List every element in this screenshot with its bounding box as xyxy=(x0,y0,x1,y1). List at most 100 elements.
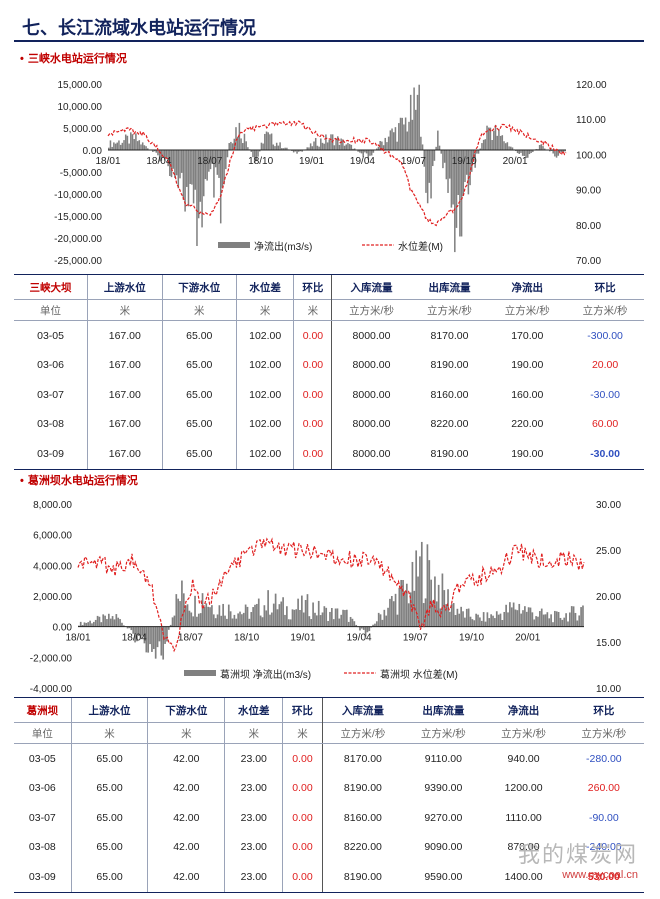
bar xyxy=(269,134,271,150)
bar xyxy=(455,150,458,228)
bar xyxy=(219,150,222,224)
bar xyxy=(416,94,419,150)
bar xyxy=(420,136,422,150)
bar xyxy=(311,146,314,150)
bar xyxy=(259,615,262,627)
bar xyxy=(498,129,500,150)
bar xyxy=(179,601,181,627)
table-cell: 0.00 xyxy=(282,803,323,833)
bar xyxy=(109,618,112,627)
bar xyxy=(100,622,103,627)
bar xyxy=(145,626,148,653)
bar xyxy=(469,616,472,627)
bar xyxy=(331,608,333,627)
table-row: 03-09 65.00 42.00 23.00 0.00 8190.00 9590.00 14… xyxy=(14,862,644,893)
bar xyxy=(359,150,361,153)
x-tick-label: 20/01 xyxy=(515,633,540,644)
bar xyxy=(96,615,99,627)
bar xyxy=(419,556,421,627)
bar xyxy=(360,150,363,154)
y-right-tick-label: 25.00 xyxy=(596,546,621,557)
y-left-tick-label: 4,000.00 xyxy=(33,561,72,572)
bar xyxy=(460,150,463,237)
y-left-tick-label: -4,000.00 xyxy=(30,684,73,695)
bar xyxy=(349,616,352,627)
bar xyxy=(104,615,106,627)
bar xyxy=(243,133,246,150)
bar xyxy=(160,150,163,161)
column-header: 下游水位 xyxy=(161,274,237,300)
bar xyxy=(196,150,198,246)
bar xyxy=(415,550,418,627)
bar xyxy=(182,593,185,627)
bar xyxy=(236,136,239,150)
table-cell: 65.00 xyxy=(70,862,148,893)
bar xyxy=(353,148,356,150)
column-header: 环比 xyxy=(566,274,644,300)
bar xyxy=(550,614,552,627)
bar xyxy=(122,625,125,627)
table-cell: 102.00 xyxy=(235,409,294,439)
table-cell: 940.00 xyxy=(507,752,540,765)
bar xyxy=(464,617,466,627)
bar xyxy=(186,150,188,187)
bar xyxy=(528,150,531,155)
bar xyxy=(525,150,527,159)
bar xyxy=(224,615,226,627)
legend-swatch-bars xyxy=(184,670,216,676)
bar xyxy=(471,150,473,172)
bar xyxy=(128,143,130,150)
bar xyxy=(281,148,283,150)
bar xyxy=(377,146,380,150)
bar xyxy=(368,626,371,632)
bar xyxy=(140,144,142,150)
bar xyxy=(383,609,386,627)
bar xyxy=(552,150,554,154)
bar xyxy=(287,619,290,627)
bar xyxy=(476,150,478,154)
column-header: 水位差 xyxy=(235,274,294,300)
x-tick-label: 19/07 xyxy=(401,156,426,167)
bar xyxy=(445,604,448,627)
x-tick-label: 19/04 xyxy=(350,156,375,167)
table-cell: 65.00 xyxy=(161,439,237,470)
bar xyxy=(108,147,110,150)
bar xyxy=(240,138,242,150)
bar xyxy=(423,150,426,167)
table-cell: 03-07 xyxy=(28,811,56,824)
bar xyxy=(557,611,560,627)
bar xyxy=(482,612,485,627)
bar xyxy=(382,145,385,150)
bar xyxy=(247,147,249,150)
table-cell: 8000.00 xyxy=(331,409,411,439)
bar xyxy=(265,610,268,627)
bar xyxy=(226,150,229,158)
table-cell: 0.00 xyxy=(293,350,332,380)
table-cell: 65.00 xyxy=(161,409,237,439)
bar xyxy=(133,139,135,150)
bar xyxy=(162,626,165,660)
bar xyxy=(258,150,261,152)
table-cell: 102.00 xyxy=(235,380,294,410)
bar xyxy=(520,613,522,627)
bar xyxy=(400,579,403,627)
y-right-tick-label: 70.00 xyxy=(576,256,601,267)
table-cell: 23.00 xyxy=(224,773,283,803)
bar xyxy=(379,614,382,627)
bar xyxy=(121,142,124,150)
bar xyxy=(173,615,176,627)
bar xyxy=(415,109,417,150)
bar xyxy=(241,614,243,627)
bar xyxy=(396,614,399,627)
bar xyxy=(175,594,178,627)
table-cell: 0.00 xyxy=(293,380,332,410)
bar xyxy=(396,141,398,150)
bar xyxy=(189,150,191,184)
table-cell: 42.00 xyxy=(147,803,225,833)
bar xyxy=(350,144,353,150)
bar xyxy=(257,150,259,157)
bar xyxy=(384,137,387,150)
bar xyxy=(118,140,120,150)
column-header: 出库流量 xyxy=(410,274,489,300)
bar xyxy=(78,625,80,627)
